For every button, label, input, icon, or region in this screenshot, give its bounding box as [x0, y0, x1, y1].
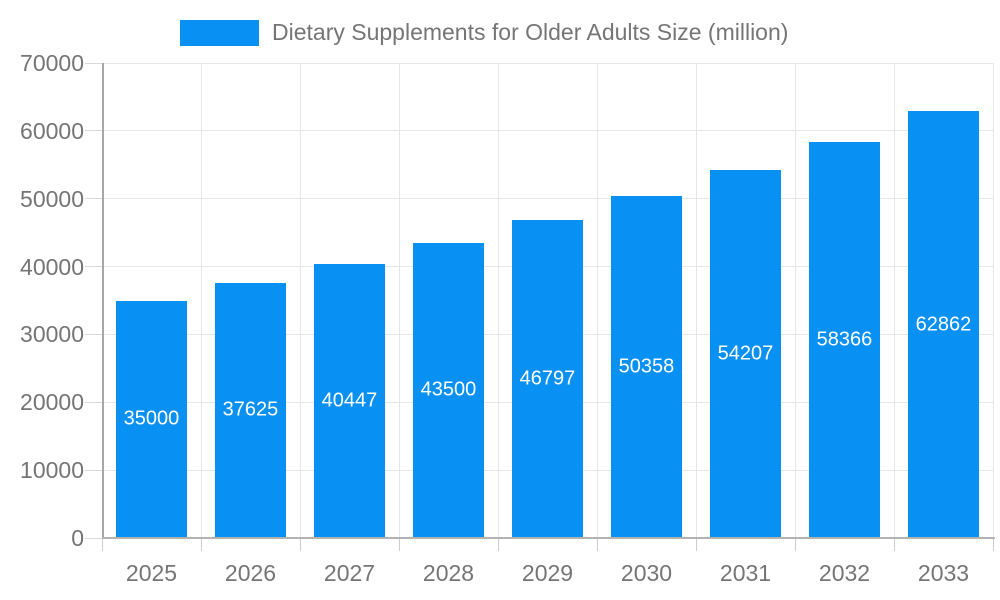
bar-2026[interactable]: 37625: [215, 282, 286, 538]
x-axis-tick: [596, 539, 598, 551]
x-gridline: [893, 63, 895, 538]
x-gridline: [497, 63, 499, 538]
y-gridline: [102, 198, 993, 200]
bar-value-label: 46797: [519, 367, 576, 390]
bar-value-label: 54207: [717, 342, 774, 365]
x-axis-tick: [299, 539, 301, 551]
y-axis-label: 40000: [20, 253, 84, 280]
x-axis-label: 2027: [323, 560, 376, 586]
bar-value-label: 58366: [816, 328, 873, 351]
y-axis-tick: [85, 130, 102, 132]
bar-2030[interactable]: 50358: [611, 196, 682, 538]
x-axis-label: 2025: [125, 560, 178, 586]
y-gridline: [102, 130, 993, 132]
x-axis-label: 2031: [719, 560, 772, 586]
y-gridline: [102, 62, 993, 64]
bar-value-label: 43500: [420, 378, 477, 401]
bar-2033[interactable]: 62862: [908, 111, 979, 538]
y-axis-label: 50000: [20, 185, 84, 212]
x-axis-tick: [398, 539, 400, 551]
bar-value-label: 40447: [321, 389, 378, 412]
y-axis-tick: [85, 333, 102, 335]
x-axis-tick: [893, 539, 895, 551]
bar-2031[interactable]: 54207: [710, 170, 781, 538]
x-axis-line: [102, 537, 995, 539]
y-axis-tick: [85, 401, 102, 403]
x-axis-label: 2030: [620, 560, 673, 586]
bar-value-label: 50358: [618, 355, 675, 378]
bar-2028[interactable]: 43500: [413, 242, 484, 538]
x-axis-tick: [497, 539, 499, 551]
bar-2029[interactable]: 46797: [512, 220, 583, 538]
bar-2027[interactable]: 40447: [314, 263, 385, 538]
y-axis-label: 0: [71, 525, 84, 551]
legend-item[interactable]: Dietary Supplements for Older Adults Siz…: [180, 19, 788, 46]
x-gridline: [992, 63, 994, 538]
y-axis-line: [102, 63, 104, 538]
legend-swatch: [180, 19, 259, 46]
bar-value-label: 35000: [123, 407, 180, 430]
x-gridline: [299, 63, 301, 538]
y-axis-tick: [85, 266, 102, 268]
x-axis-tick: [200, 539, 202, 551]
bar-2025[interactable]: 35000: [116, 300, 187, 538]
bar-value-label: 62862: [915, 313, 972, 336]
x-axis-tick: [992, 539, 994, 551]
bar-value-label: 37625: [222, 398, 279, 421]
plot-area: 35000 37625 40447 43500 46797 50358 54207 58366…: [102, 62, 994, 538]
y-axis-label: 30000: [20, 321, 84, 348]
x-axis-label: 2029: [521, 560, 574, 586]
x-gridline: [596, 63, 598, 538]
x-axis-tick: [101, 539, 103, 551]
x-gridline: [398, 63, 400, 538]
y-axis-label: 70000: [20, 50, 84, 76]
x-gridline: [200, 63, 202, 538]
y-axis-tick: [85, 62, 102, 64]
x-gridline: [794, 63, 796, 538]
x-axis-label: 2032: [818, 560, 871, 586]
y-axis-tick: [85, 469, 102, 471]
x-gridline: [695, 63, 697, 538]
legend-label: Dietary Supplements for Older Adults Siz…: [272, 19, 789, 45]
x-axis-tick: [695, 539, 697, 551]
x-axis-label: 2033: [917, 560, 970, 586]
bar-2032[interactable]: 58366: [809, 141, 880, 538]
y-axis-tick: [85, 198, 102, 200]
y-axis-label: 20000: [20, 389, 84, 416]
y-axis-label: 10000: [20, 457, 84, 484]
x-axis-tick: [794, 539, 796, 551]
x-axis-label: 2026: [224, 560, 277, 586]
y-axis-label: 60000: [20, 117, 84, 144]
x-axis-label: 2028: [422, 560, 475, 586]
y-axis-tick: [85, 537, 102, 539]
